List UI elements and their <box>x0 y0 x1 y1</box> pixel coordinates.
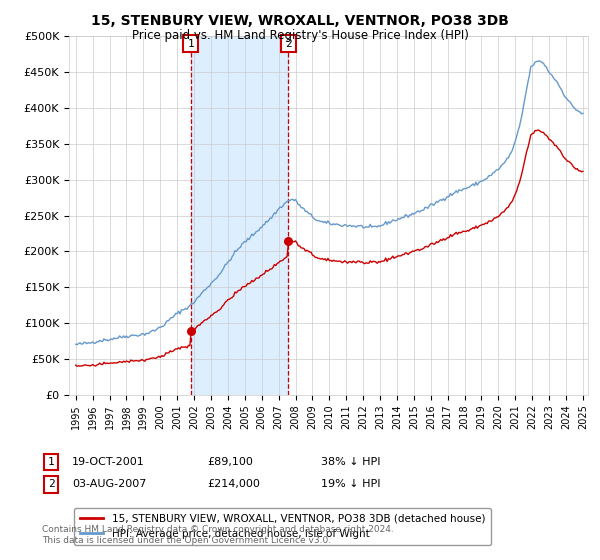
Text: 03-AUG-2007: 03-AUG-2007 <box>72 479 146 489</box>
Text: Contains HM Land Registry data © Crown copyright and database right 2024.
This d: Contains HM Land Registry data © Crown c… <box>42 525 394 545</box>
Text: 38% ↓ HPI: 38% ↓ HPI <box>321 457 380 467</box>
Text: 2: 2 <box>47 479 55 489</box>
Text: Price paid vs. HM Land Registry's House Price Index (HPI): Price paid vs. HM Land Registry's House … <box>131 29 469 42</box>
Text: £214,000: £214,000 <box>207 479 260 489</box>
Text: 1: 1 <box>47 457 55 467</box>
Text: 19% ↓ HPI: 19% ↓ HPI <box>321 479 380 489</box>
Bar <box>191 36 289 395</box>
Text: 1: 1 <box>187 39 194 49</box>
Text: 19-OCT-2001: 19-OCT-2001 <box>72 457 145 467</box>
Text: 15, STENBURY VIEW, WROXALL, VENTNOR, PO38 3DB: 15, STENBURY VIEW, WROXALL, VENTNOR, PO3… <box>91 14 509 28</box>
Legend: 15, STENBURY VIEW, WROXALL, VENTNOR, PO38 3DB (detached house), HPI: Average pri: 15, STENBURY VIEW, WROXALL, VENTNOR, PO3… <box>74 507 491 545</box>
Text: 2: 2 <box>285 39 292 49</box>
Text: £89,100: £89,100 <box>207 457 253 467</box>
